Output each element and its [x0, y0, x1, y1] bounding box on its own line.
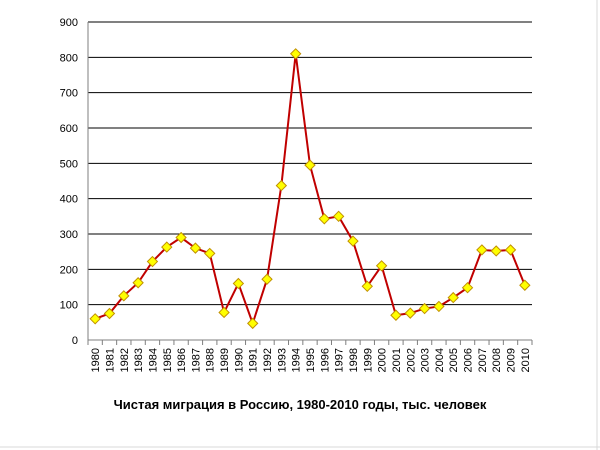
data-point-1995	[304, 159, 316, 171]
data-point-1990	[232, 277, 245, 290]
y-tick-label: 700	[60, 88, 78, 100]
x-tick-label: 1989	[219, 348, 231, 372]
data-point-1985	[161, 241, 173, 253]
chart-title: Чистая миграция в Россию, 1980-2010 годы…	[113, 397, 487, 412]
y-tick-label: 100	[60, 300, 78, 312]
data-point-1999	[361, 280, 373, 293]
data-point-1983	[132, 277, 144, 289]
x-tick-label: 1995	[305, 348, 317, 372]
x-tick-label: 1988	[205, 348, 217, 372]
data-point-2000	[375, 260, 388, 272]
data-points	[89, 48, 531, 330]
x-tick-label: 2006	[463, 348, 475, 372]
x-tick-label: 1994	[291, 348, 303, 372]
data-point-1984	[146, 255, 159, 268]
x-tick-label: 2001	[391, 348, 403, 372]
x-tick-label: 1996	[319, 348, 331, 372]
x-tick-label: 1998	[348, 348, 360, 372]
x-tick-label: 2003	[420, 348, 432, 372]
x-tick-label: 2009	[506, 348, 518, 372]
x-tick-label: 2007	[477, 348, 489, 372]
data-point-1988	[204, 247, 216, 260]
x-tick-label: 2010	[520, 348, 532, 372]
x-tick-label: 2005	[448, 348, 460, 372]
data-point-2005	[447, 291, 459, 304]
y-tick-label: 600	[60, 123, 78, 135]
data-point-1992	[261, 273, 273, 285]
y-tick-label: 900	[60, 17, 78, 29]
data-point-1981	[103, 307, 116, 320]
y-tick-label: 800	[60, 52, 78, 64]
data-point-1998	[347, 235, 359, 247]
data-point-1987	[189, 242, 202, 254]
data-point-1993	[275, 179, 288, 192]
x-tick-label: 1990	[233, 348, 245, 372]
y-tick-label: 400	[60, 194, 78, 206]
data-point-2009	[504, 244, 517, 256]
x-axis-tick-labels: 1980 1981 1982 1983 1984 1985 1986 1987 1988 1989…	[90, 348, 532, 372]
x-tick-label: 2004	[434, 348, 446, 372]
data-point-2006	[461, 281, 474, 294]
axes	[87, 22, 533, 345]
series-line-1	[94, 53, 526, 327]
y-tick-label: 0	[72, 335, 78, 347]
x-tick-label: 2000	[377, 348, 389, 372]
data-point-2003	[418, 302, 431, 315]
data-point-1991	[247, 317, 259, 330]
x-tick-label: 1986	[176, 348, 188, 372]
data-point-1982	[118, 290, 130, 302]
x-tick-label: 2008	[491, 348, 503, 372]
gridlines	[88, 21, 532, 306]
x-tick-label: 1984	[147, 348, 159, 372]
data-point-1980	[89, 313, 101, 325]
y-axis-tick-labels: 0 100 200 300 400 500 600 700 800 900	[60, 17, 78, 347]
x-tick-label: 1992	[262, 348, 274, 372]
x-tick-label: 1985	[162, 348, 174, 372]
data-point-1986	[175, 231, 187, 244]
x-tick-label: 1987	[190, 348, 202, 372]
data-point-2002	[404, 307, 416, 319]
x-tick-label: 2002	[405, 348, 417, 372]
series	[94, 53, 526, 327]
data-point-1989	[218, 306, 230, 319]
x-tick-label: 1982	[119, 348, 131, 372]
data-point-2008	[490, 245, 502, 257]
data-point-2004	[433, 300, 445, 313]
x-tick-label: 1983	[133, 348, 145, 372]
data-point-2007	[476, 244, 488, 256]
x-tick-label: 1980	[90, 348, 102, 372]
data-point-2001	[390, 309, 402, 321]
data-point-1996	[318, 213, 331, 225]
data-point-2010	[519, 279, 531, 291]
x-tick-label: 1993	[276, 348, 288, 372]
y-tick-label: 500	[60, 158, 78, 170]
y-tick-label: 200	[60, 264, 78, 276]
x-tick-label: 1981	[104, 348, 116, 372]
x-tick-label: 1997	[334, 348, 346, 372]
data-point-1997	[332, 210, 345, 223]
data-point-1994	[289, 48, 302, 60]
x-tick-label: 1991	[248, 348, 260, 372]
y-tick-label: 300	[60, 229, 78, 241]
x-tick-label: 1999	[362, 348, 374, 372]
